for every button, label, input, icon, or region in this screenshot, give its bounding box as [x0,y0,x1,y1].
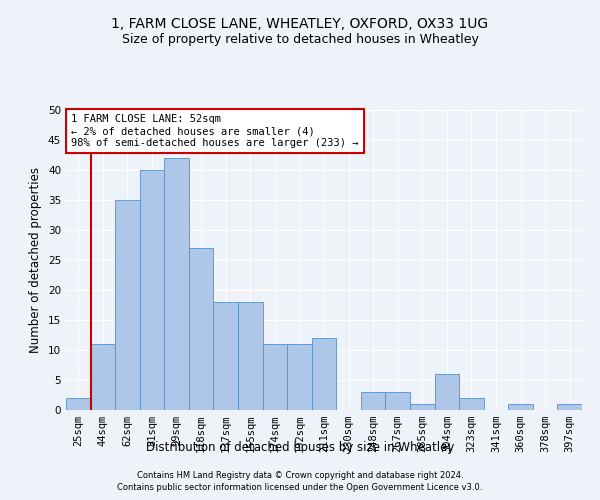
Bar [263,344,287,410]
Bar [91,344,115,410]
Bar [287,344,312,410]
Y-axis label: Number of detached properties: Number of detached properties [29,167,43,353]
Text: Size of property relative to detached houses in Wheatley: Size of property relative to detached ho… [122,32,478,46]
Bar [66,398,91,410]
Bar [410,404,434,410]
Text: Contains HM Land Registry data © Crown copyright and database right 2024.: Contains HM Land Registry data © Crown c… [137,472,463,480]
Text: Contains public sector information licensed under the Open Government Licence v3: Contains public sector information licen… [118,483,482,492]
Bar [164,158,189,410]
Bar [385,392,410,410]
Text: 1, FARM CLOSE LANE, WHEATLEY, OXFORD, OX33 1UG: 1, FARM CLOSE LANE, WHEATLEY, OXFORD, OX… [112,18,488,32]
Bar [508,404,533,410]
Bar [214,302,238,410]
Bar [459,398,484,410]
Bar [115,200,140,410]
Bar [557,404,582,410]
Text: 1 FARM CLOSE LANE: 52sqm
← 2% of detached houses are smaller (4)
98% of semi-det: 1 FARM CLOSE LANE: 52sqm ← 2% of detache… [71,114,359,148]
Bar [434,374,459,410]
Bar [189,248,214,410]
Bar [140,170,164,410]
Bar [361,392,385,410]
Bar [238,302,263,410]
Text: Distribution of detached houses by size in Wheatley: Distribution of detached houses by size … [146,441,454,454]
Bar [312,338,336,410]
